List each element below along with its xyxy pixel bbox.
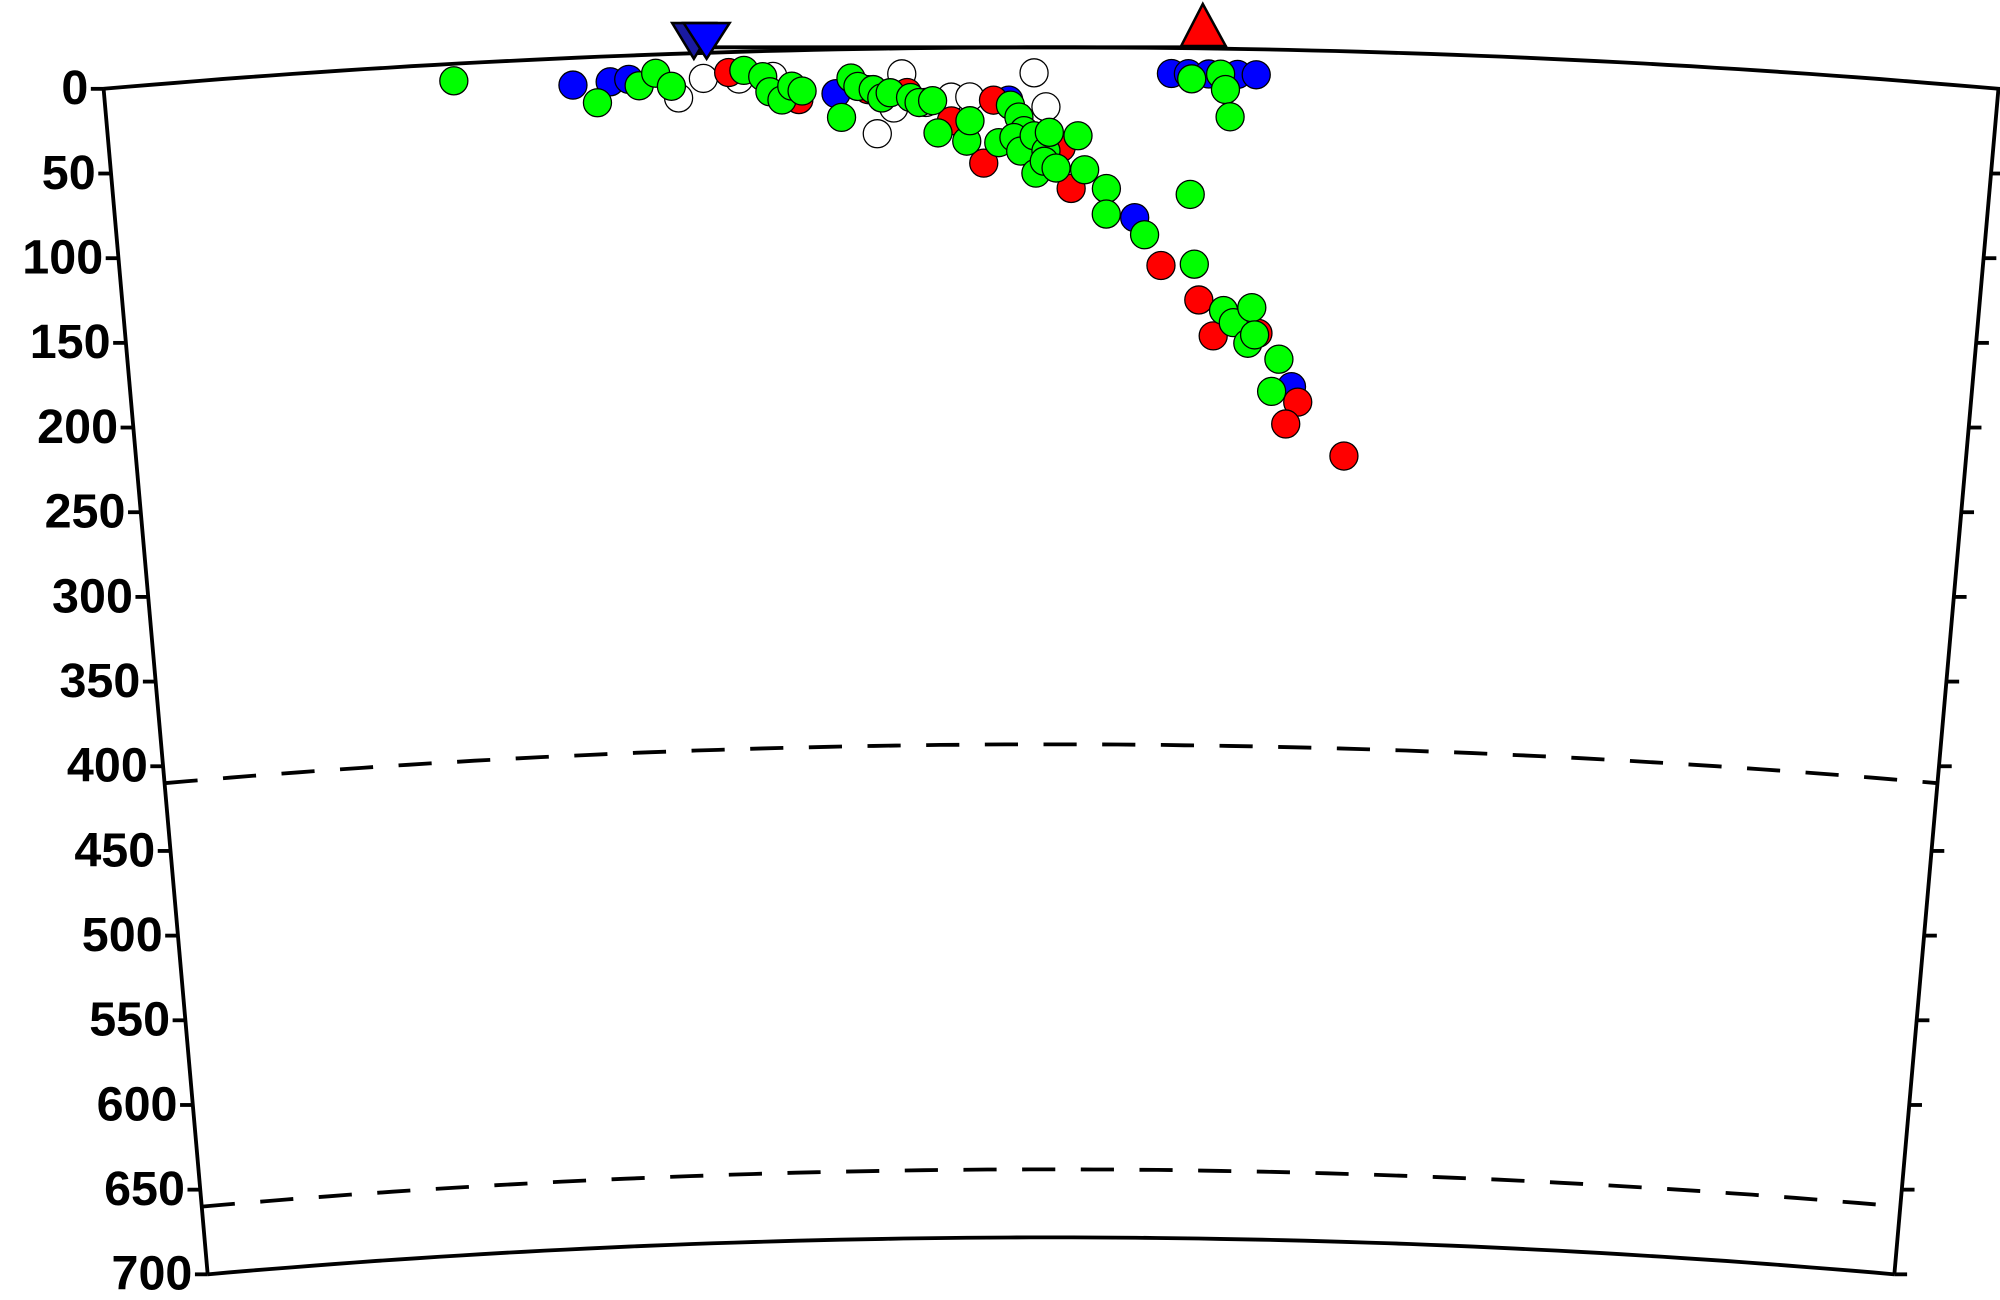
event-point bbox=[826, 102, 857, 133]
y-tick-label: 100 bbox=[22, 231, 103, 285]
event-point bbox=[558, 70, 588, 100]
y-tick-label: 400 bbox=[67, 739, 148, 793]
event-point bbox=[787, 76, 817, 106]
y-tick-label: 50 bbox=[42, 146, 96, 200]
y-tick-label: 550 bbox=[89, 993, 170, 1047]
top-arc bbox=[103, 45, 1999, 91]
event-point bbox=[917, 86, 948, 116]
marker-triangle-up bbox=[1179, 1, 1228, 48]
event-point bbox=[1091, 199, 1121, 229]
event-point bbox=[1175, 179, 1205, 210]
event-point bbox=[1179, 249, 1209, 279]
bottom-arc bbox=[207, 1235, 1895, 1277]
event-point bbox=[688, 63, 719, 94]
marker-triangle-down bbox=[681, 21, 732, 62]
event-point bbox=[1210, 74, 1241, 105]
event-point bbox=[1329, 441, 1359, 471]
event-point bbox=[1264, 344, 1294, 374]
event-point bbox=[1031, 92, 1061, 122]
event-point bbox=[1146, 250, 1176, 281]
frame: 0 50 100 150 200 250 300 350 400 450 500 550 600 650 7… bbox=[22, 45, 2000, 1300]
event-point bbox=[1063, 121, 1093, 151]
event-point bbox=[439, 66, 469, 96]
y-tick-label: 350 bbox=[59, 654, 140, 708]
event-point bbox=[969, 148, 999, 178]
y-tick-label: 300 bbox=[52, 569, 133, 623]
event-point bbox=[1041, 153, 1071, 183]
event-point bbox=[1184, 285, 1214, 315]
event-point bbox=[656, 71, 687, 101]
event-point bbox=[955, 106, 985, 136]
y-tick-label: 200 bbox=[37, 400, 118, 454]
y-tick-label: 700 bbox=[112, 1247, 193, 1300]
discontinuity-line bbox=[201, 1167, 1901, 1209]
event-point bbox=[1069, 155, 1100, 185]
event-point bbox=[1019, 58, 1049, 88]
points bbox=[439, 55, 1359, 471]
event-point bbox=[862, 119, 892, 149]
event-point bbox=[1177, 64, 1207, 94]
y-tick-label: 650 bbox=[104, 1162, 185, 1216]
event-point bbox=[1215, 102, 1245, 132]
y-tick-label: 150 bbox=[30, 315, 111, 369]
event-point bbox=[1271, 409, 1301, 439]
y-tick-label: 450 bbox=[74, 823, 155, 877]
event-point bbox=[923, 118, 953, 148]
event-point bbox=[1256, 376, 1287, 407]
event-point bbox=[582, 88, 613, 118]
y-tick-label: 0 bbox=[61, 61, 88, 115]
discontinuity-line bbox=[164, 742, 1938, 786]
y-tick-label: 600 bbox=[97, 1077, 178, 1131]
event-point bbox=[1237, 292, 1267, 323]
event-point bbox=[1239, 320, 1270, 350]
event-point bbox=[1129, 220, 1160, 250]
y-tick-label: 500 bbox=[82, 908, 163, 962]
y-tick-label: 250 bbox=[45, 485, 126, 539]
event-point bbox=[1241, 60, 1271, 90]
event-point bbox=[1091, 173, 1122, 204]
event-point bbox=[1034, 117, 1065, 147]
